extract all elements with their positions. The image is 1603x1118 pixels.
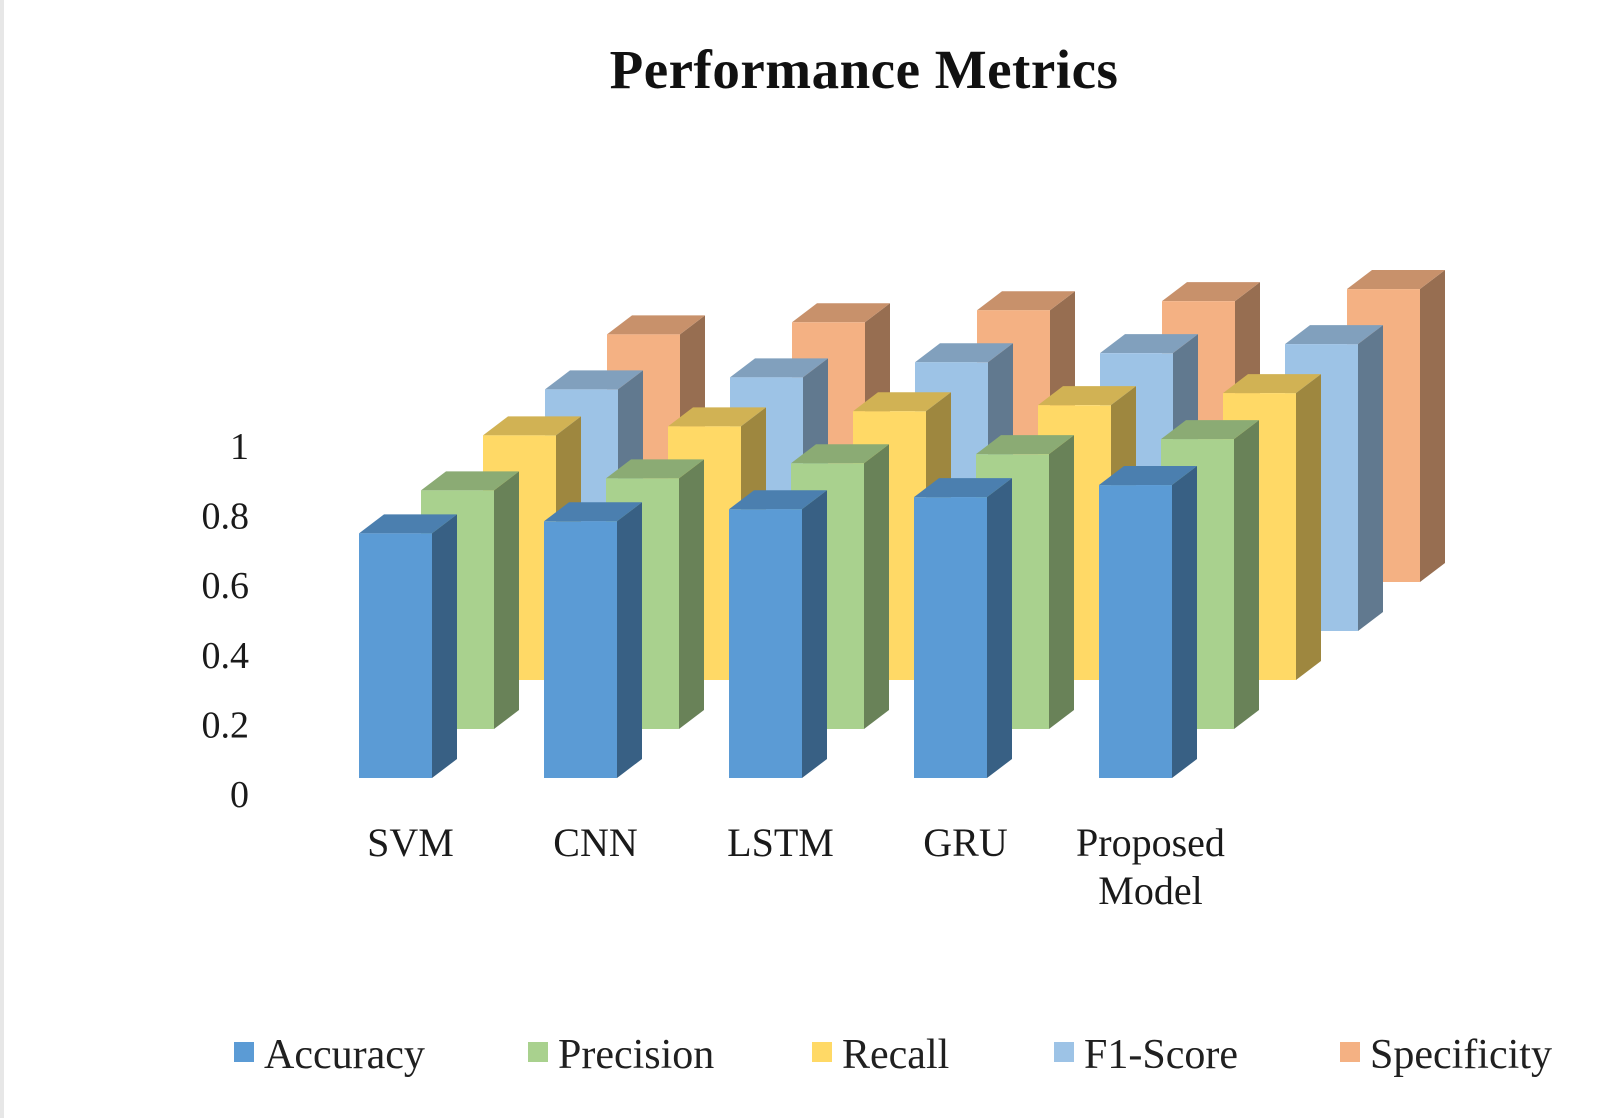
- legend-swatch: [528, 1042, 548, 1062]
- bar-side: [1358, 325, 1383, 631]
- bar-front: [729, 509, 802, 778]
- legend-label: Precision: [558, 1032, 714, 1078]
- y-tick-label: 0.4: [202, 635, 250, 677]
- bar-front: [914, 497, 987, 778]
- bar-top: [1285, 325, 1383, 345]
- y-tick-label: 1: [230, 426, 249, 468]
- bar-top: [1100, 334, 1198, 354]
- legend-swatch: [1054, 1042, 1074, 1062]
- bar-top: [1038, 386, 1136, 406]
- bar-top: [915, 343, 1013, 363]
- bar-top: [606, 459, 704, 479]
- bar-top: [729, 490, 827, 510]
- bar: [914, 478, 1012, 778]
- bar-top: [1347, 270, 1445, 290]
- bar-top: [977, 291, 1075, 311]
- bar-side: [864, 444, 889, 729]
- legend: Accuracy Precision Recall F1-Score Specifici…: [234, 1032, 1552, 1078]
- bar-side: [1172, 466, 1197, 778]
- legend-label: F1-Score: [1084, 1032, 1238, 1078]
- category-label: GRU: [923, 820, 1008, 865]
- bar-top: [359, 514, 457, 534]
- bar-top: [730, 358, 828, 378]
- bar-top: [1162, 282, 1260, 302]
- bar-top: [1223, 374, 1321, 394]
- bar-side: [802, 490, 827, 778]
- legend-label: Accuracy: [264, 1032, 425, 1078]
- bar-top: [792, 303, 890, 323]
- y-tick-label: 0.8: [202, 496, 250, 538]
- category-label: CNN: [553, 820, 637, 865]
- bar-side: [1296, 374, 1321, 680]
- bar-side: [617, 502, 642, 778]
- series-accuracy: [359, 466, 1197, 778]
- bar-top: [853, 392, 951, 412]
- bar-top: [1099, 466, 1197, 486]
- legend-label: Recall: [842, 1032, 949, 1078]
- bar: [544, 502, 642, 778]
- bar-top: [544, 502, 642, 522]
- bar-top: [545, 370, 643, 390]
- bar-top: [791, 444, 889, 464]
- bar: [359, 514, 457, 778]
- bar-top: [421, 471, 519, 491]
- chart-title: Performance Metrics: [609, 39, 1119, 100]
- bar-side: [1420, 270, 1445, 582]
- bar-front: [544, 521, 617, 778]
- bar: [729, 490, 827, 778]
- bar-side: [679, 459, 704, 729]
- bar-top: [1161, 420, 1259, 440]
- y-axis-ticks: 0 0.2 0.4 0.6 0.8 1: [202, 426, 250, 816]
- legend-item-recall: Recall: [812, 1032, 949, 1078]
- bar-front: [359, 533, 432, 778]
- legend-item-precision: Precision: [528, 1032, 714, 1078]
- bar-side: [1049, 435, 1074, 729]
- category-label: Proposed Model: [1076, 820, 1225, 913]
- category-label: SVM: [367, 820, 454, 865]
- bar-top: [914, 478, 1012, 498]
- bar-top: [668, 407, 766, 427]
- bar-side: [494, 471, 519, 729]
- legend-label: Specificity: [1370, 1032, 1552, 1078]
- legend-item-accuracy: Accuracy: [234, 1032, 425, 1078]
- chart-plot: 0 0.2 0.4 0.6 0.8 1 SVM CNN LSTM GRU Proposed Model…: [202, 270, 1552, 1078]
- bars: [359, 270, 1445, 778]
- category-label: LSTM: [727, 820, 834, 865]
- legend-swatch: [234, 1042, 254, 1062]
- bar: [1099, 466, 1197, 778]
- bar-side: [1234, 420, 1259, 729]
- series-precision: [421, 420, 1259, 729]
- legend-swatch: [1340, 1042, 1360, 1062]
- bar-top: [607, 315, 705, 335]
- bar-side: [432, 514, 457, 778]
- y-tick-label: 0.2: [202, 704, 250, 746]
- bar-front: [1099, 485, 1172, 778]
- legend-swatch: [812, 1042, 832, 1062]
- x-axis-categories: SVM CNN LSTM GRU Proposed Model: [367, 820, 1225, 913]
- y-tick-label: 0.6: [202, 565, 250, 607]
- bar-top: [976, 435, 1074, 455]
- bar-side: [987, 478, 1012, 778]
- bar-top: [483, 416, 581, 436]
- legend-item-f1-score: F1-Score: [1054, 1032, 1238, 1078]
- legend-item-specificity: Specificity: [1340, 1032, 1552, 1078]
- y-tick-label: 0: [230, 774, 249, 816]
